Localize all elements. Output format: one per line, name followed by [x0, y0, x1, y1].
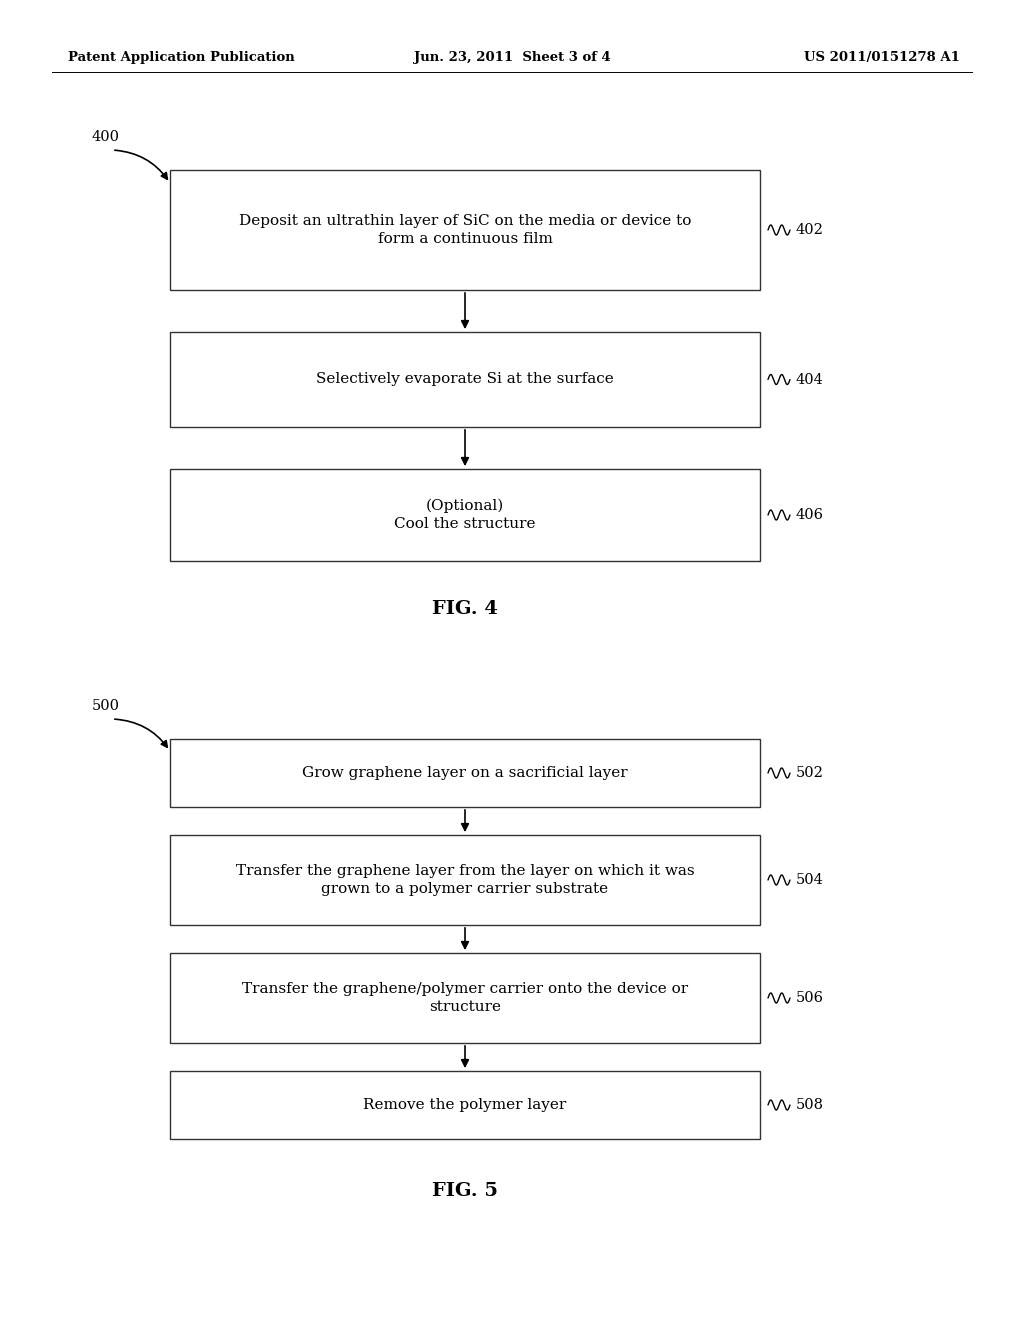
Text: US 2011/0151278 A1: US 2011/0151278 A1	[804, 51, 961, 65]
Text: 502: 502	[796, 766, 824, 780]
Text: Transfer the graphene layer from the layer on which it was
grown to a polymer ca: Transfer the graphene layer from the lay…	[236, 863, 694, 896]
Text: 506: 506	[796, 991, 824, 1005]
Text: Grow graphene layer on a sacrificial layer: Grow graphene layer on a sacrificial lay…	[302, 766, 628, 780]
Bar	[170, 333, 760, 426]
Bar	[170, 953, 760, 1043]
Text: Remove the polymer layer: Remove the polymer layer	[364, 1098, 566, 1111]
Text: 406: 406	[796, 508, 824, 521]
Text: Selectively evaporate Si at the surface: Selectively evaporate Si at the surface	[316, 372, 613, 387]
Bar	[170, 836, 760, 925]
Text: 404: 404	[796, 372, 824, 387]
Bar	[170, 469, 760, 561]
Text: 402: 402	[796, 223, 824, 238]
Bar	[170, 739, 760, 807]
Text: FIG. 4: FIG. 4	[432, 601, 498, 618]
Text: 504: 504	[796, 873, 824, 887]
Text: 508: 508	[796, 1098, 824, 1111]
Text: (Optional)
Cool the structure: (Optional) Cool the structure	[394, 499, 536, 532]
Text: 400: 400	[92, 129, 120, 144]
Text: FIG. 5: FIG. 5	[432, 1181, 498, 1200]
Text: Deposit an ultrathin layer of SiC on the media or device to
form a continuous fi: Deposit an ultrathin layer of SiC on the…	[239, 214, 691, 247]
Text: Transfer the graphene/polymer carrier onto the device or
structure: Transfer the graphene/polymer carrier on…	[242, 982, 688, 1014]
Text: Jun. 23, 2011  Sheet 3 of 4: Jun. 23, 2011 Sheet 3 of 4	[414, 51, 610, 65]
Text: Patent Application Publication: Patent Application Publication	[68, 51, 295, 65]
Bar	[170, 170, 760, 290]
Text: 500: 500	[92, 700, 120, 713]
Bar	[170, 1071, 760, 1139]
